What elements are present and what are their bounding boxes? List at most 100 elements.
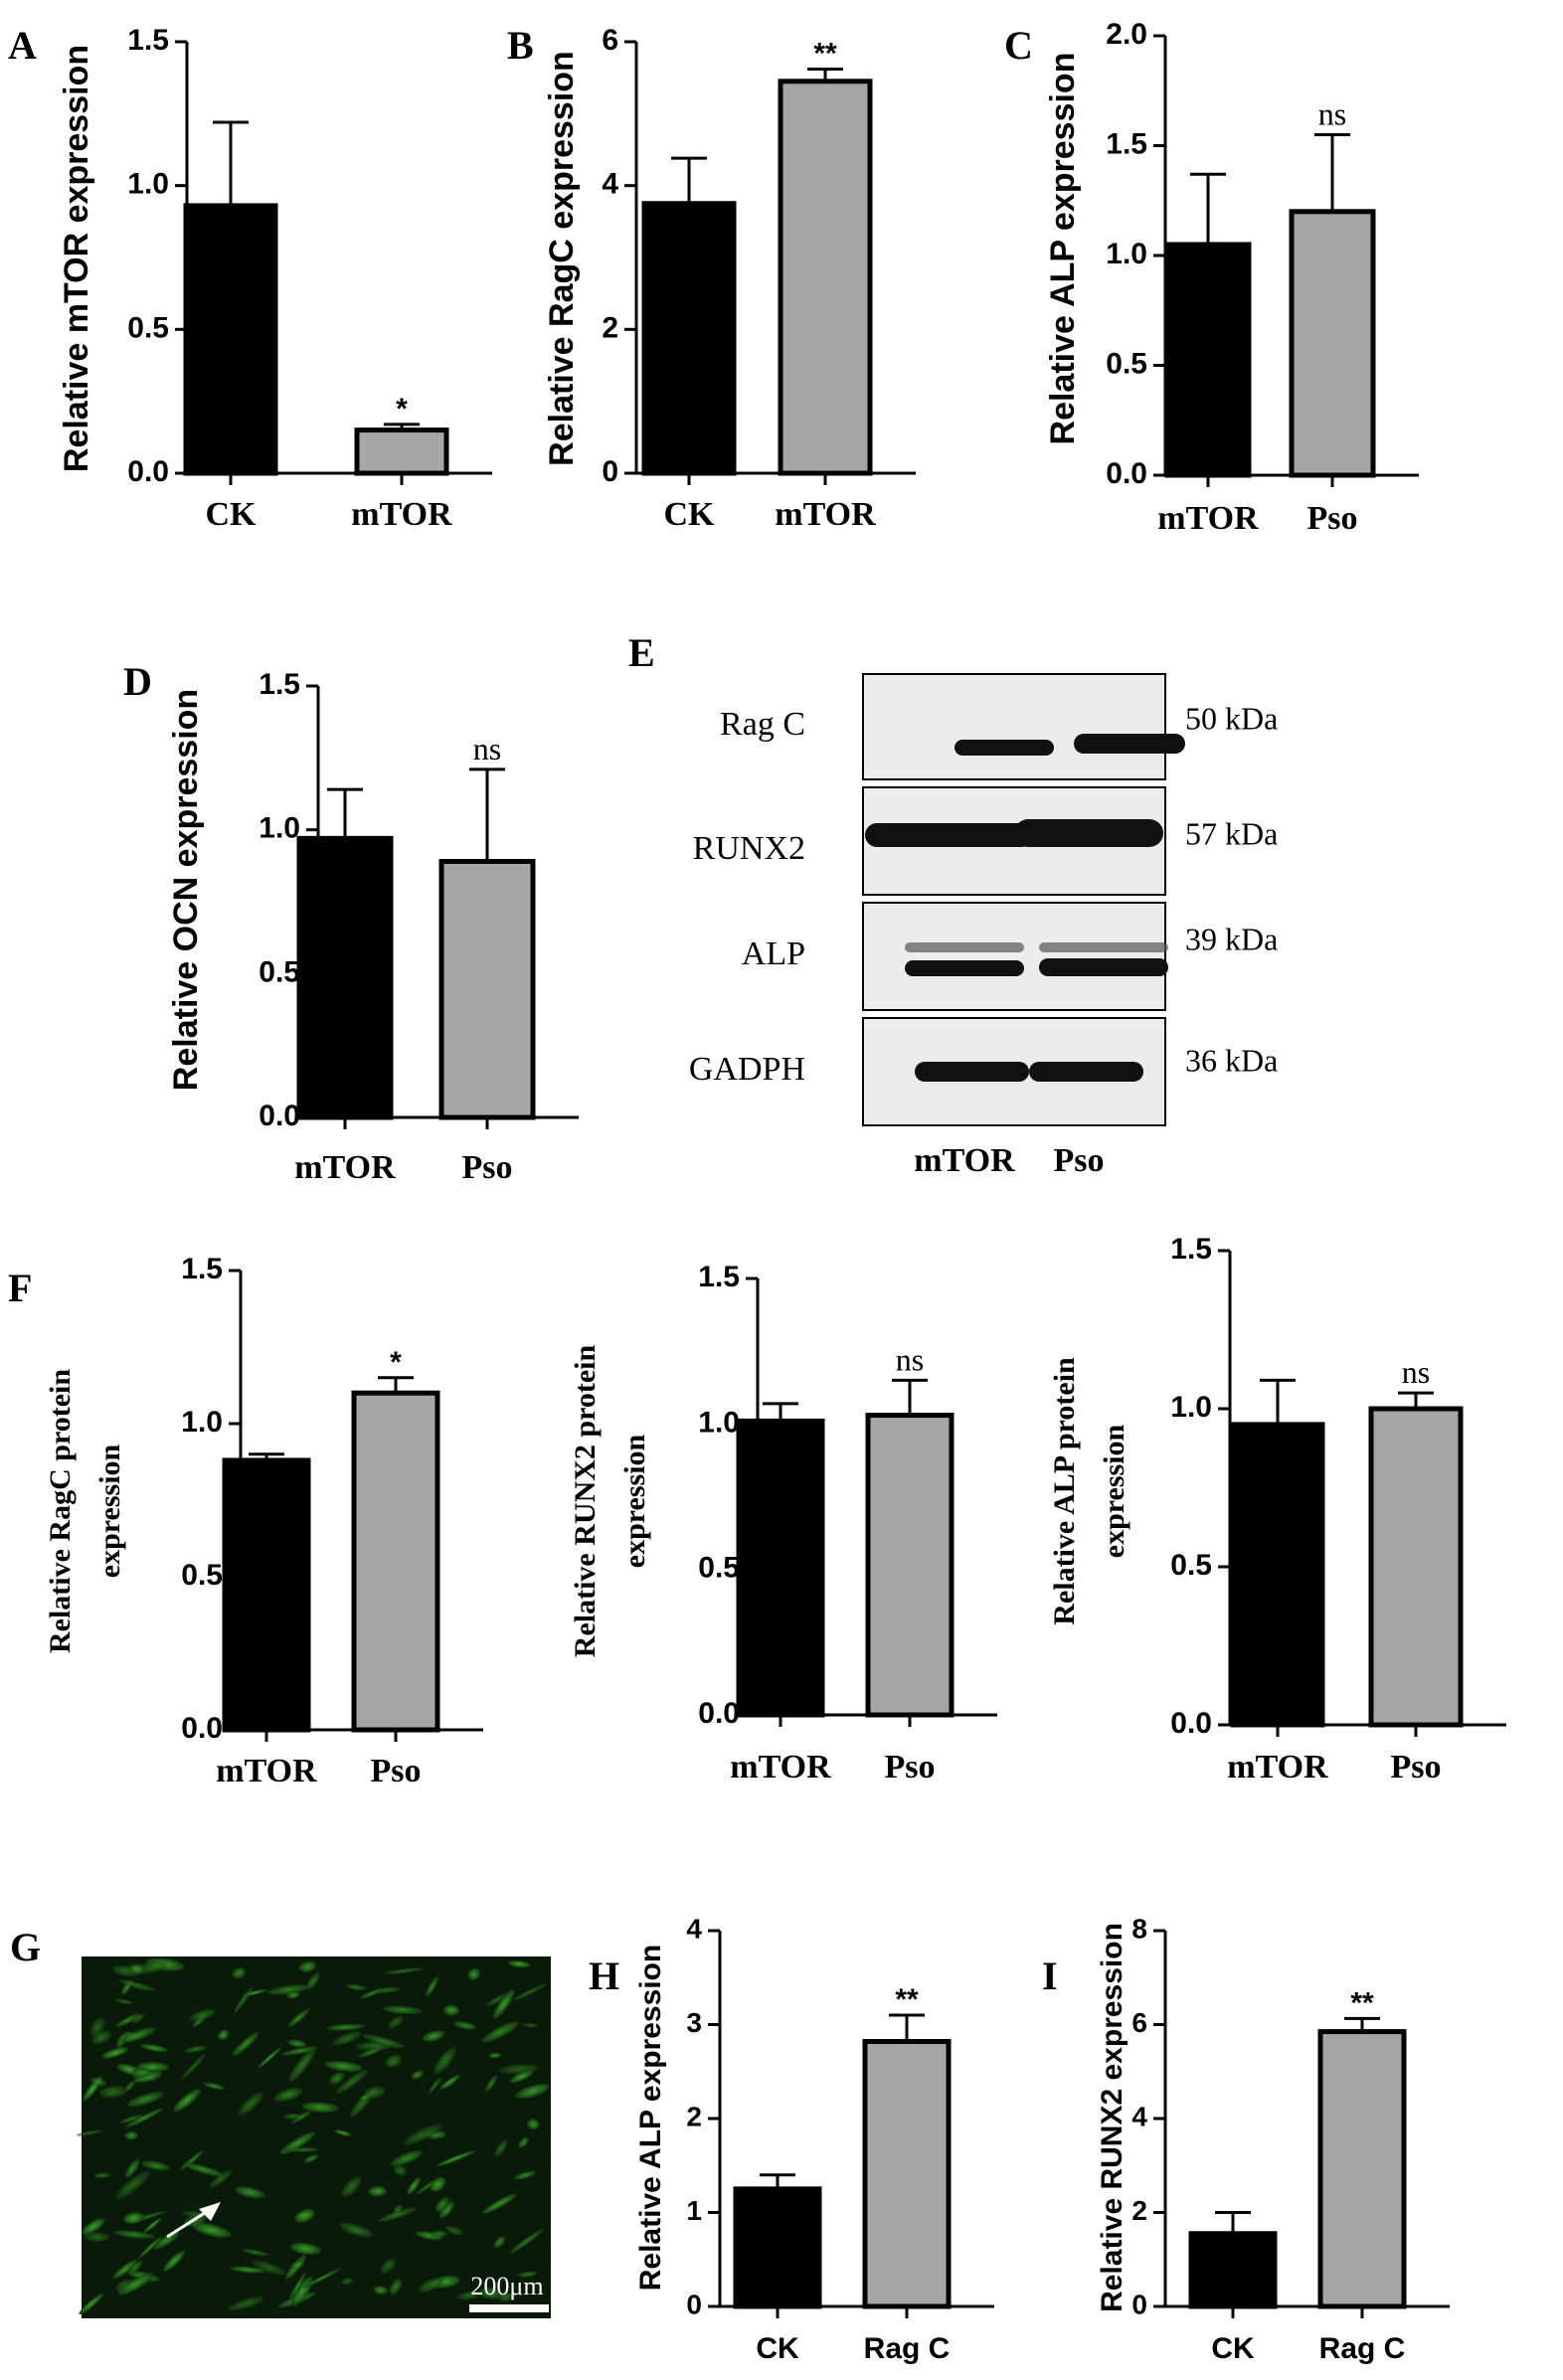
chart-1: A 0.0 0.5 1.0 1.5 CK mTOR * Relative mTOR expres…	[8, 23, 492, 533]
fluorescent-cell	[485, 1993, 508, 2007]
fluorescent-cell	[113, 2230, 155, 2239]
y-tick-label: 1.5	[1106, 127, 1147, 160]
category-label: mTOR	[730, 1749, 831, 1785]
y-tick-label: 1.0	[127, 168, 169, 201]
y-tick-label: 0.5	[127, 311, 169, 344]
fluorescent-cell	[389, 2279, 403, 2295]
category-label: Rag C	[1319, 2332, 1406, 2365]
fluorescent-cell	[453, 2021, 477, 2030]
fluorescent-cell	[298, 1960, 316, 1972]
fluorescent-cell	[334, 2129, 352, 2136]
fluorescent-cell	[114, 1998, 133, 2005]
y-tick-label: 0.0	[1106, 457, 1147, 490]
fluorescent-cell	[373, 2286, 389, 2295]
fluorescent-cell	[163, 2251, 185, 2272]
bar-ck	[183, 203, 278, 476]
fluorescent-cell	[93, 2172, 110, 2179]
fluorescent-cell	[91, 2030, 111, 2045]
blot-band	[905, 960, 1024, 976]
fluorescent-cell	[131, 2013, 145, 2024]
y-tick-label: 0.5	[1170, 1549, 1212, 1582]
fluorescent-cell	[235, 2186, 265, 2199]
category-label: mTOR	[1157, 500, 1259, 537]
fluorescent-cell	[143, 2217, 162, 2233]
fluorescent-cell	[360, 1988, 384, 1999]
significance-label: ns	[896, 1341, 924, 1377]
bar-pso	[438, 858, 536, 1120]
panel-letter: A	[8, 23, 37, 68]
bar-pso	[1368, 1406, 1464, 1728]
blot-band	[915, 1062, 1029, 1082]
fluorescent-cell	[141, 2160, 171, 2171]
y-tick-label: 1.5	[127, 24, 169, 57]
fluorescent-cell	[189, 2008, 216, 2022]
fluorescent-cell	[290, 2242, 321, 2255]
chart-9: I 0 2 4 6 8 CK Rag C ** Relative RUNX2 expression	[1042, 1913, 1450, 2365]
fluorescent-cell	[481, 2193, 517, 2215]
fluorescent-cell	[485, 2075, 498, 2093]
fluorescent-cell	[84, 2232, 110, 2243]
fluorescent-cell	[285, 2147, 320, 2152]
scale-bar-label: 200μm	[470, 2272, 543, 2300]
y-tick-label: 1.5	[259, 668, 300, 701]
bar-ck	[733, 2186, 822, 2309]
category-label: Pso	[885, 1749, 936, 1785]
fluorescent-cell	[494, 2139, 508, 2157]
bar-ck	[1188, 2231, 1278, 2309]
chart-6: 0.0 0.5 1.0 1.5 mTOR Pso ns Relative RUNX2 prot…	[569, 1261, 997, 1785]
y-tick-label: 0.5	[259, 955, 300, 988]
fluorescent-cell	[339, 2222, 373, 2238]
fluorescent-cell	[89, 2077, 106, 2087]
y-tick-label: 0.0	[698, 1697, 740, 1730]
bar-pso	[865, 1413, 955, 1718]
y-tick-label: 2	[686, 2101, 702, 2131]
y-tick-label: 4	[602, 168, 618, 201]
fluorescent-cell	[492, 1989, 515, 2019]
fluorescent-cell	[127, 2260, 143, 2275]
bar-pso	[351, 1390, 440, 1733]
blot-row-label: Rag C	[720, 706, 805, 743]
y-tick-label: 6	[1131, 2007, 1147, 2038]
significance-label: *	[396, 393, 408, 425]
fluorescent-cell	[294, 2209, 315, 2223]
fluorescent-cell	[287, 2039, 307, 2048]
fluorescent-cell	[497, 2292, 513, 2302]
blot-band	[1074, 734, 1185, 754]
blot-band	[1029, 1062, 1143, 1082]
fluorescent-cell	[362, 2034, 405, 2049]
category-label: mTOR	[775, 496, 876, 533]
fluorescent-cell	[209, 2169, 233, 2189]
category-label: CK	[756, 2332, 799, 2365]
y-tick-label: 0.5	[181, 1559, 223, 1592]
fluorescent-cell	[124, 2080, 135, 2093]
y-tick-label: 1.0	[259, 812, 300, 845]
y-tick-label: 0	[686, 2289, 702, 2319]
fluorescent-cell	[82, 2218, 105, 2236]
y-tick-label: 1.0	[1106, 238, 1147, 270]
panel-letter: D	[123, 659, 152, 704]
y-tick-label: 4	[686, 1913, 702, 1944]
category-label: Pso	[371, 1753, 422, 1789]
fluorescent-cell	[183, 2045, 208, 2053]
fluorescent-cell	[291, 2110, 312, 2124]
y-tick-label: 2	[602, 311, 618, 344]
fluorescent-cell	[393, 2164, 407, 2176]
fluorescent-cell	[287, 2008, 310, 2028]
micrograph-cells	[77, 1957, 550, 2315]
fluorescent-cell	[517, 2271, 538, 2278]
fluorescent-cell	[341, 2278, 354, 2286]
fluorescent-cell	[438, 2201, 455, 2219]
fluorescent-cell	[390, 2150, 424, 2166]
fluorescent-cell	[513, 2170, 536, 2180]
fluorescent-cell	[242, 1989, 267, 1997]
y-axis-label: Relative mTOR expression	[58, 45, 95, 472]
fluorescent-cell	[279, 2131, 315, 2155]
fluorescent-cell	[228, 2296, 265, 2311]
fluorescent-cell	[79, 2293, 103, 2315]
blot-band	[865, 823, 1034, 847]
western-blot-panel: E Rag C 50 kDa RUNX2 57 kDa ALP 39 kDa GADPH 36…	[628, 630, 1278, 1179]
fluorescent-cell	[407, 2177, 421, 2195]
bar-pso	[1289, 209, 1376, 478]
significance-label: ns	[1318, 95, 1346, 131]
fluorescent-cell	[137, 2236, 162, 2260]
